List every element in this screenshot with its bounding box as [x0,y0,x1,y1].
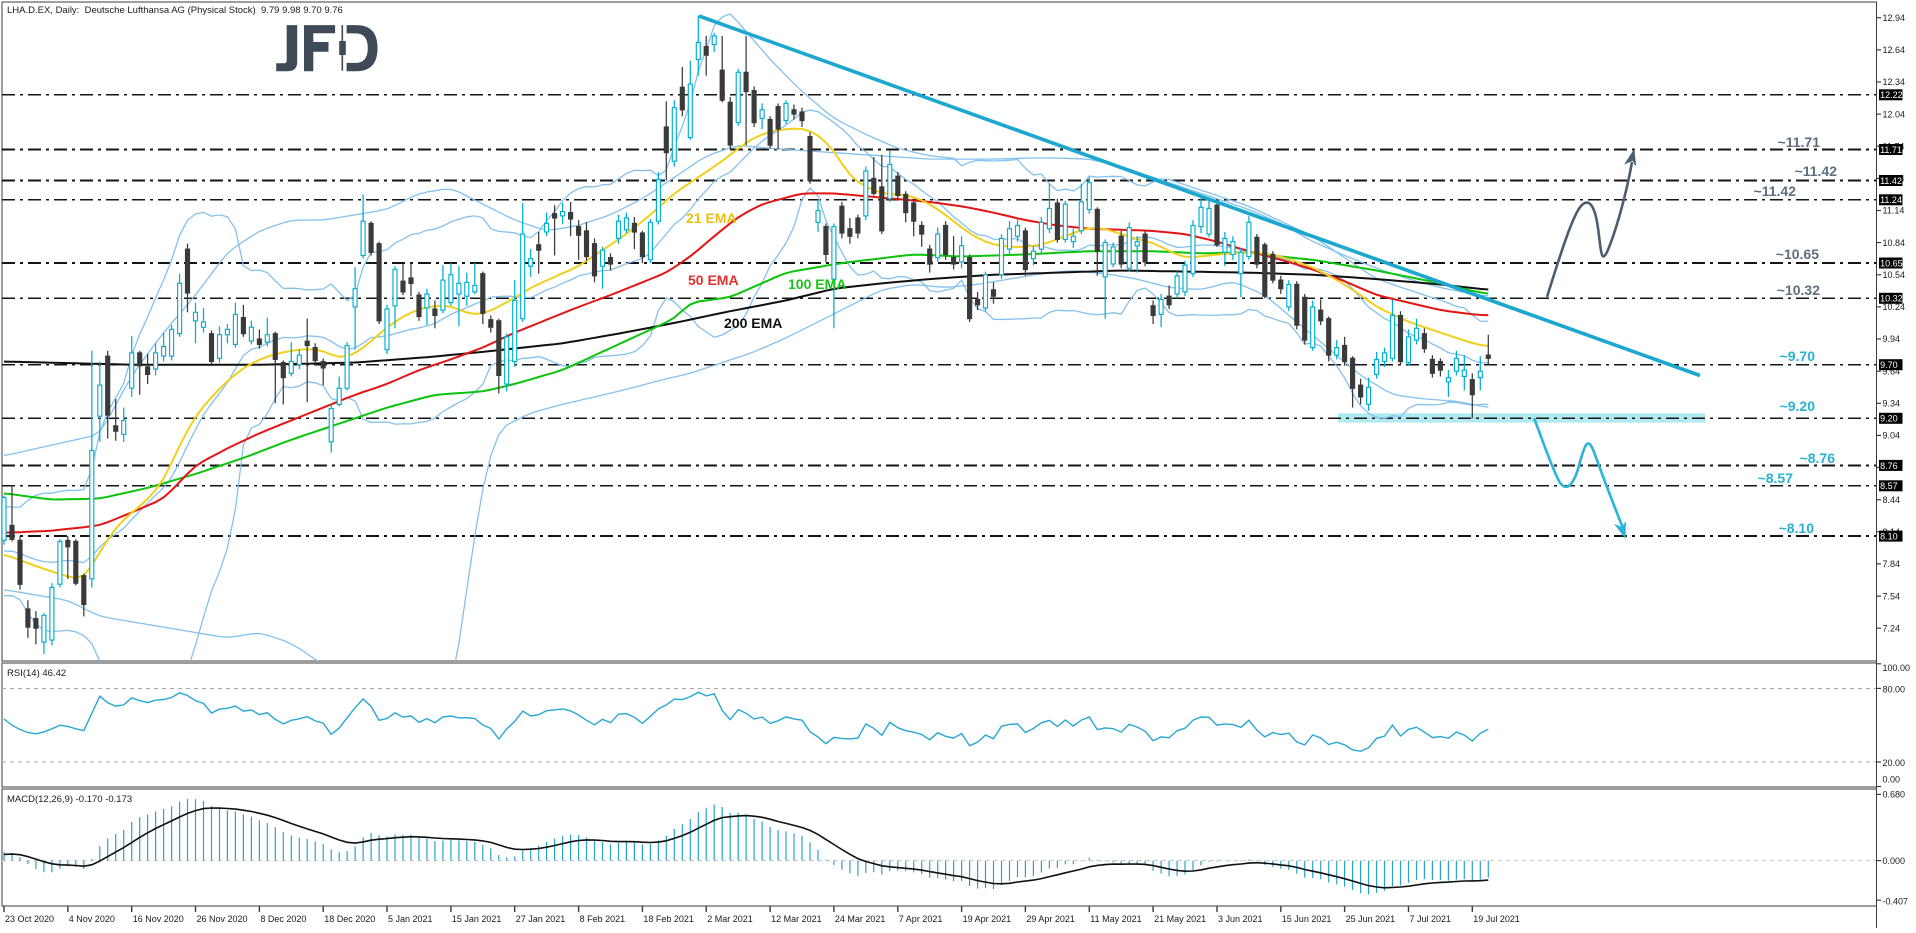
svg-text:25 Jun 2021: 25 Jun 2021 [1346,914,1396,924]
svg-text:16 Nov 2020: 16 Nov 2020 [133,914,184,924]
svg-text:27 Jan 2021: 27 Jan 2021 [516,914,566,924]
svg-text:~11.42: ~11.42 [1754,183,1797,199]
svg-text:50 EMA: 50 EMA [688,272,739,288]
svg-text:10.32: 10.32 [1880,294,1903,304]
svg-text:~8.10: ~8.10 [1779,520,1815,536]
svg-text:9.20: 9.20 [1880,414,1898,424]
svg-text:12.94: 12.94 [1883,13,1906,23]
svg-text:19 Jul 2021: 19 Jul 2021 [1473,914,1520,924]
svg-text:8.10: 8.10 [1880,532,1898,542]
svg-text:18 Dec 2020: 18 Dec 2020 [324,914,375,924]
svg-text:7 Jul 2021: 7 Jul 2021 [1410,914,1452,924]
svg-text:~11.71: ~11.71 [1778,134,1821,150]
svg-text:29 Apr 2021: 29 Apr 2021 [1026,914,1075,924]
svg-text:MACD(12,26,9) -0.170 -0.173: MACD(12,26,9) -0.170 -0.173 [7,794,132,805]
svg-text:9.34: 9.34 [1883,399,1901,409]
svg-text:8 Feb 2021: 8 Feb 2021 [580,914,626,924]
svg-text:LHA.D.EX, Daily: Deutsche Luf: LHA.D.EX, Daily: Deutsche Lufthansa AG (… [7,5,343,16]
svg-text:8.57: 8.57 [1880,481,1898,491]
svg-text:11.24: 11.24 [1880,195,1902,205]
svg-text:10.65: 10.65 [1880,258,1903,268]
svg-text:~8.57: ~8.57 [1758,470,1794,486]
svg-text:~11.42: ~11.42 [1795,163,1838,179]
svg-text:9.64: 9.64 [1883,366,1901,376]
svg-text:15 Jun 2021: 15 Jun 2021 [1282,914,1332,924]
svg-text:7.54: 7.54 [1883,591,1901,601]
svg-text:2 Mar 2021: 2 Mar 2021 [707,914,753,924]
svg-text:11.71: 11.71 [1880,145,1902,155]
svg-text:24 Mar 2021: 24 Mar 2021 [835,914,886,924]
svg-text:7 Apr 2021: 7 Apr 2021 [899,914,943,924]
svg-text:8 Dec 2020: 8 Dec 2020 [260,914,306,924]
svg-text:19 Apr 2021: 19 Apr 2021 [963,914,1012,924]
svg-text:11.42: 11.42 [1880,176,1902,186]
svg-text:18 Feb 2021: 18 Feb 2021 [643,914,694,924]
svg-text:7.24: 7.24 [1883,623,1901,633]
svg-text:4 Nov 2020: 4 Nov 2020 [69,914,115,924]
svg-text:9.04: 9.04 [1883,431,1901,441]
svg-text:200 EMA: 200 EMA [724,315,782,331]
svg-text:12 Mar 2021: 12 Mar 2021 [771,914,822,924]
svg-text:8.44: 8.44 [1883,495,1901,505]
svg-text:26 Nov 2020: 26 Nov 2020 [197,914,248,924]
svg-text:80.00: 80.00 [1883,684,1906,694]
svg-text:12.22: 12.22 [1880,90,1903,100]
svg-text:3 Jun 2021: 3 Jun 2021 [1218,914,1263,924]
svg-text:RSI(14) 46.42: RSI(14) 46.42 [7,668,66,679]
svg-text:11 May 2021: 11 May 2021 [1090,914,1141,924]
svg-text:10.84: 10.84 [1883,238,1906,248]
svg-text:~10.65: ~10.65 [1776,246,1819,262]
svg-text:21 EMA: 21 EMA [686,210,737,226]
svg-text:9.94: 9.94 [1883,334,1901,344]
svg-text:0.00: 0.00 [1883,775,1901,785]
svg-text:12.04: 12.04 [1883,109,1906,119]
svg-text:20.00: 20.00 [1883,758,1906,768]
svg-text:~10.32: ~10.32 [1777,282,1820,298]
svg-text:10.24: 10.24 [1883,302,1906,312]
svg-text:0.000: 0.000 [1883,856,1906,866]
svg-text:15 Jan 2021: 15 Jan 2021 [452,914,502,924]
svg-text:11.14: 11.14 [1883,206,1905,216]
svg-text:21 May 2021: 21 May 2021 [1154,914,1206,924]
svg-text:8.76: 8.76 [1880,461,1898,471]
svg-text:12.34: 12.34 [1883,77,1906,87]
svg-text:9.70: 9.70 [1880,360,1898,370]
svg-text:10.54: 10.54 [1883,270,1906,280]
svg-text:0.680: 0.680 [1883,790,1906,800]
svg-text:23 Oct 2020: 23 Oct 2020 [5,914,54,924]
svg-text:12.64: 12.64 [1883,45,1906,55]
svg-text:~8.76: ~8.76 [1800,450,1836,466]
svg-text:5 Jan 2021: 5 Jan 2021 [388,914,433,924]
svg-text:100.00: 100.00 [1883,663,1911,673]
svg-text:~9.70: ~9.70 [1780,348,1816,364]
svg-text:7.84: 7.84 [1883,559,1901,569]
svg-text:100 EMA: 100 EMA [788,276,846,292]
svg-text:-0.407: -0.407 [1883,897,1909,907]
svg-text:~9.20: ~9.20 [1780,398,1816,414]
